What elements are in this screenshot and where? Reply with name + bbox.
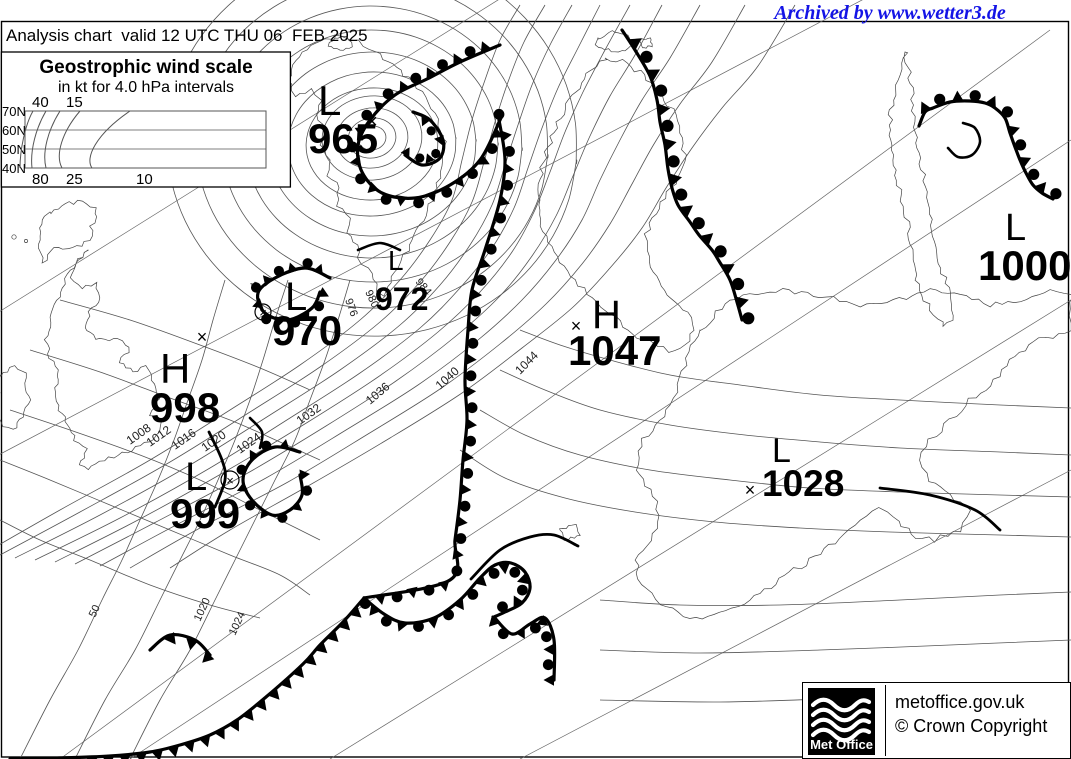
svg-text:Geostrophic wind scale: Geostrophic wind scale	[39, 57, 252, 78]
svg-text:40: 40	[32, 94, 49, 111]
svg-text:70N: 70N	[2, 104, 26, 119]
svg-text:40N: 40N	[2, 161, 26, 176]
svg-text:25: 25	[66, 171, 83, 188]
svg-text:60N: 60N	[2, 123, 26, 138]
svg-text:×: ×	[197, 327, 208, 347]
svg-text:1028: 1028	[762, 463, 844, 504]
svg-text:970: 970	[272, 307, 342, 354]
svg-text:in kt for 4.0 hPa intervals: in kt for 4.0 hPa intervals	[58, 79, 234, 96]
svg-text:L: L	[388, 245, 404, 276]
svg-text:80: 80	[32, 171, 49, 188]
svg-text:1000: 1000	[978, 242, 1071, 289]
svg-text:15: 15	[66, 94, 83, 111]
svg-text:972: 972	[375, 281, 428, 317]
svg-text:Met Office: Met Office	[810, 737, 873, 752]
svg-text:10: 10	[136, 171, 153, 188]
svg-text:1047: 1047	[568, 327, 661, 374]
svg-text:×: ×	[745, 480, 756, 500]
svg-text:×: ×	[226, 473, 234, 488]
svg-text:998: 998	[150, 384, 220, 431]
svg-text:965: 965	[308, 115, 378, 162]
svg-text:999: 999	[170, 490, 240, 537]
svg-text:×: ×	[259, 305, 267, 320]
